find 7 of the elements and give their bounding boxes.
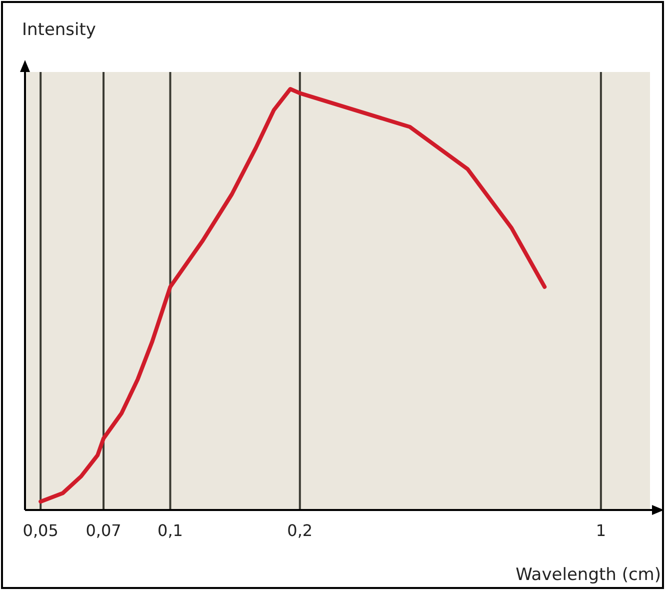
x-tick-label: 1 (596, 521, 606, 540)
x-tick-label: 0,2 (287, 521, 313, 540)
x-tick-label: 0,07 (86, 521, 122, 540)
y-axis-title: Intensity (22, 20, 96, 40)
x-tick-label: 0,1 (158, 521, 183, 540)
x-axis-title: Wavelength (cm) (516, 565, 661, 585)
x-tick-label: 0,05 (22, 521, 58, 540)
